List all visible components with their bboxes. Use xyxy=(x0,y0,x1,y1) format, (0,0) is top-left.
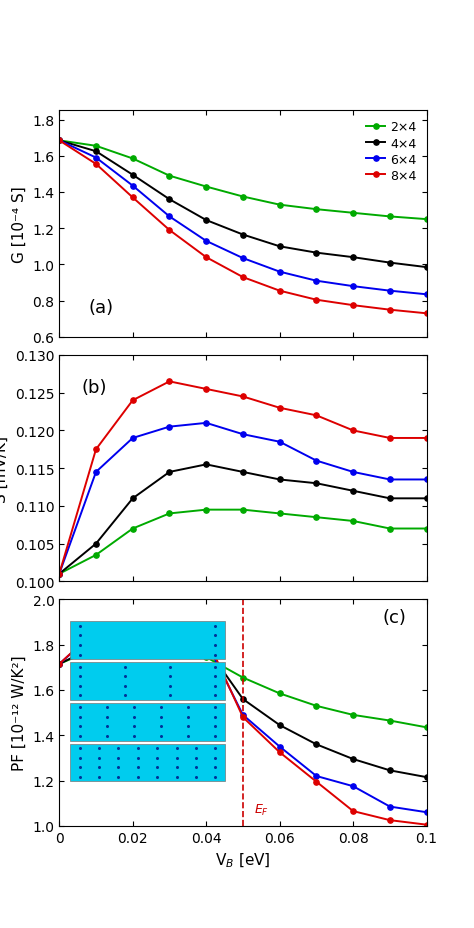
2×4 xyxy=(387,212,392,223)
2×4 xyxy=(130,154,136,165)
8×4 xyxy=(93,160,99,171)
8×4 xyxy=(203,252,209,264)
4×4 xyxy=(350,252,356,264)
6×4 xyxy=(203,236,209,247)
8×4 xyxy=(166,226,172,237)
2×4 xyxy=(277,200,283,211)
8×4 xyxy=(130,193,136,204)
2×4 xyxy=(166,171,172,182)
Line: 4×4: 4×4 xyxy=(56,138,429,270)
Y-axis label: PF [10⁻¹² W/K²]: PF [10⁻¹² W/K²] xyxy=(12,655,27,770)
4×4 xyxy=(203,215,209,226)
6×4 xyxy=(424,290,429,301)
6×4 xyxy=(350,281,356,292)
8×4 xyxy=(240,272,246,283)
Legend: 2×4, 4×4, 6×4, 8×4: 2×4, 4×4, 6×4, 8×4 xyxy=(363,118,420,187)
Line: 6×4: 6×4 xyxy=(56,138,429,298)
8×4 xyxy=(350,301,356,312)
Line: 2×4: 2×4 xyxy=(56,138,429,223)
4×4 xyxy=(277,241,283,252)
X-axis label: V$_B$ [eV]: V$_B$ [eV] xyxy=(215,850,271,869)
4×4 xyxy=(130,170,136,181)
2×4 xyxy=(203,182,209,193)
4×4 xyxy=(240,230,246,241)
4×4 xyxy=(314,248,319,259)
4×4 xyxy=(56,135,62,147)
2×4 xyxy=(424,214,429,226)
Text: $E_{F}$: $E_{F}$ xyxy=(254,802,269,817)
8×4 xyxy=(277,286,283,297)
2×4 xyxy=(56,135,62,147)
6×4 xyxy=(277,266,283,277)
4×4 xyxy=(424,263,429,274)
6×4 xyxy=(387,286,392,297)
8×4 xyxy=(314,295,319,306)
Text: (b): (b) xyxy=(82,379,107,396)
8×4 xyxy=(424,308,429,319)
Y-axis label: G [10⁻⁴ S]: G [10⁻⁴ S] xyxy=(12,187,27,263)
6×4 xyxy=(130,181,136,192)
4×4 xyxy=(387,258,392,269)
Line: 8×4: 8×4 xyxy=(56,138,429,316)
Text: (c): (c) xyxy=(383,609,406,626)
2×4 xyxy=(350,208,356,219)
6×4 xyxy=(56,135,62,147)
4×4 xyxy=(166,195,172,206)
2×4 xyxy=(240,192,246,203)
6×4 xyxy=(314,276,319,287)
6×4 xyxy=(93,153,99,164)
2×4 xyxy=(314,204,319,215)
8×4 xyxy=(387,304,392,316)
6×4 xyxy=(166,212,172,223)
4×4 xyxy=(93,147,99,158)
Y-axis label: S [mV/K]: S [mV/K] xyxy=(0,435,9,502)
8×4 xyxy=(56,135,62,147)
6×4 xyxy=(240,253,246,264)
Text: (a): (a) xyxy=(89,299,114,317)
2×4 xyxy=(93,141,99,152)
